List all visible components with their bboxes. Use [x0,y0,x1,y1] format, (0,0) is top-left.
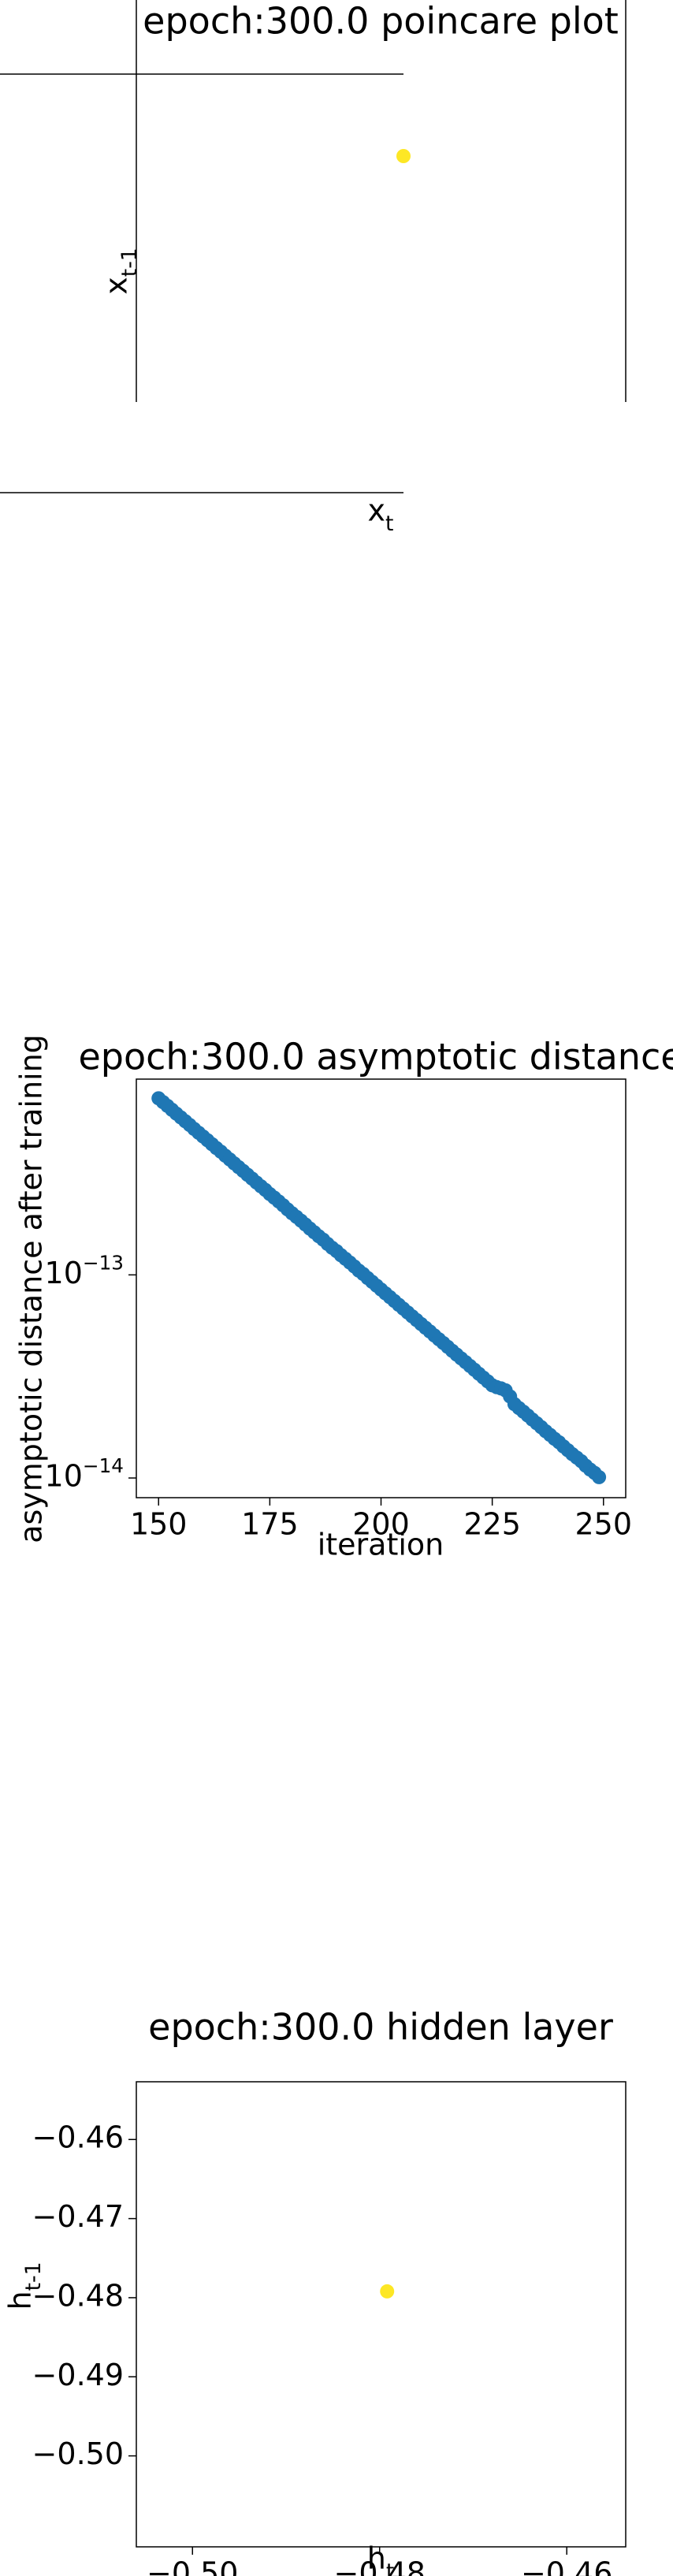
x-tick-label: −0.48 [333,2556,425,2576]
y-tick-label: 10−14 [45,1454,124,1494]
chart-title: epoch:300.0 asymptotic distance [78,1036,673,1078]
y-tick-label: −0.48 [32,2278,124,2313]
y-tick-label: −0.47 [32,2199,124,2234]
x-tick-label: 225 [463,1507,521,1542]
point [592,1469,607,1484]
y-tick-label: 10−13 [45,1251,124,1290]
y-axis-label: xt-1 [99,248,143,294]
x-axis-label: xt [368,493,394,537]
y-tick-label: −0.50 [32,2436,124,2471]
point [380,2284,395,2299]
x-tick-label: 200 [352,1507,410,1542]
x-axis-label: iteration [318,1528,444,1562]
x-tick-label: −0.46 [521,2556,612,2576]
x-tick-label: 250 [575,1507,633,1542]
chart-title: epoch:300.0 poincare plot [143,0,619,43]
x-tick-label: −0.50 [147,2556,238,2576]
y-tick-label: −0.46 [32,2120,124,2155]
y-tick-label: −0.49 [32,2358,124,2392]
y-axis-label: asymptotic distance after training [14,1034,49,1543]
chart-title: epoch:300.0 hidden layer [148,2006,613,2049]
x-tick-label: 150 [130,1507,188,1542]
x-tick-label: 175 [241,1507,299,1542]
axes-frame [136,2081,627,2548]
point [396,149,411,163]
